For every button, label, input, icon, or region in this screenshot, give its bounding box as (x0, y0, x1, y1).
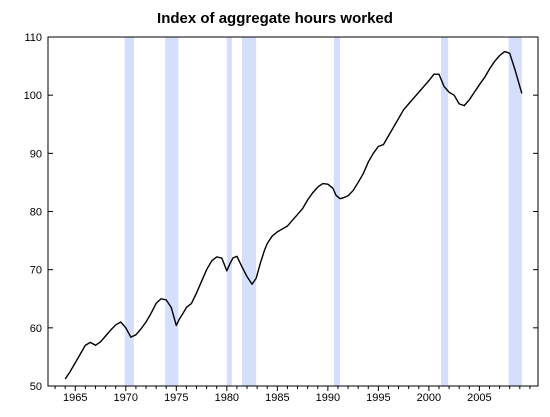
recession-band (124, 37, 134, 386)
recession-bands (124, 37, 522, 386)
x-tick-label: 1995 (366, 392, 390, 404)
recession-band (441, 37, 449, 386)
y-tick-label: 60 (30, 323, 42, 335)
x-tick-label: 1965 (63, 392, 87, 404)
y-tick-label: 80 (30, 207, 42, 219)
x-tick-label: 1980 (215, 392, 239, 404)
y-tick-label: 110 (24, 32, 42, 44)
y-axis: 50 60 70 80 90 100 110 (24, 32, 538, 393)
y-tick-label: 70 (30, 265, 42, 277)
recession-band (226, 37, 232, 386)
recession-band (241, 37, 257, 386)
series-line (64, 50, 523, 380)
recession-band (165, 37, 179, 386)
recession-band (333, 37, 340, 386)
chart-title: Index of aggregate hours worked (157, 10, 393, 27)
x-axis: 1965 1970 1975 1980 1985 1990 1995 2000 2005 (54, 386, 531, 404)
x-tick-label: 2005 (467, 392, 491, 404)
x-tick-label: 1985 (265, 392, 289, 404)
plot-area (47, 36, 539, 387)
x-tick-label: 1975 (164, 392, 188, 404)
x-tick-label: 2000 (417, 392, 441, 404)
y-tick-label: 90 (30, 148, 42, 160)
recession-band (508, 37, 522, 386)
y-tick-label: 50 (30, 381, 42, 393)
x-tick-label: 1990 (316, 392, 340, 404)
y-tick-label: 100 (24, 90, 42, 102)
x-tick-label: 1970 (114, 392, 138, 404)
